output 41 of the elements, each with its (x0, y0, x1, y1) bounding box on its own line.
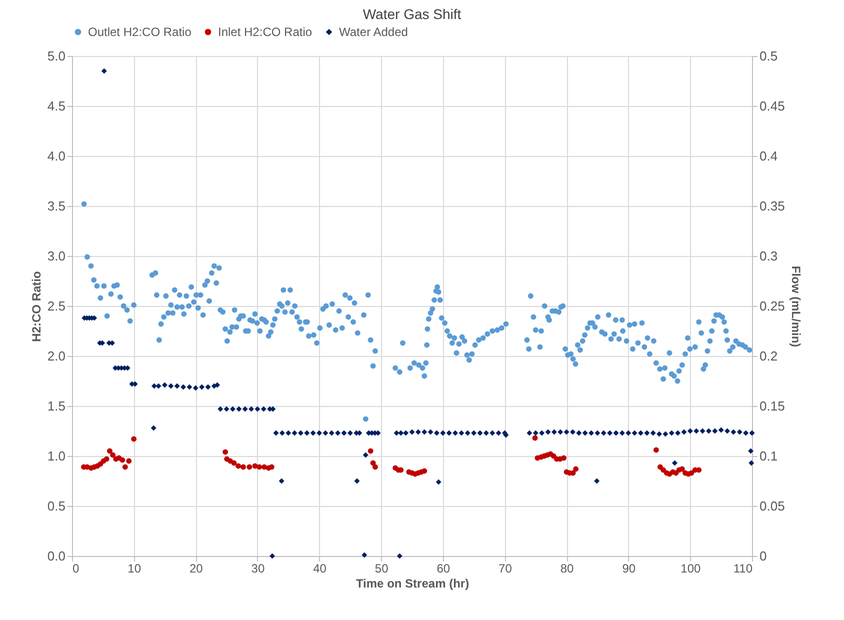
x-tick-label: 20 (189, 562, 204, 576)
x-tick-label: 60 (436, 562, 450, 576)
x-tick-label: 30 (251, 562, 265, 576)
y2-tick-label: 0.35 (760, 198, 785, 214)
x-tick-label: 100 (680, 562, 702, 576)
chart-title: Water Gas Shift (362, 6, 462, 22)
y2-tick-label: 0.2 (760, 348, 778, 364)
y-axis-title: H2:CO Ratio (29, 271, 44, 342)
y-tick-label: 5.0 (47, 48, 66, 64)
y2-tick-label: 0.4 (760, 148, 778, 164)
y2-tick-label: 0.25 (760, 298, 785, 314)
y-tick-label: 3.5 (47, 198, 66, 214)
y2-axis-title: Flow (mL/min) (788, 266, 803, 348)
y-tick-label: 0.0 (47, 548, 66, 564)
y2-tick-label: 0.5 (760, 48, 778, 64)
y-tick-label: 2.0 (47, 348, 66, 364)
y2-tick-label: 0 (760, 548, 767, 564)
x-tick-label: 110 (733, 562, 753, 576)
y-tick-label: 0.5 (47, 498, 66, 514)
y2-tick-label: 0.1 (760, 448, 778, 464)
y-tick-label: 4.0 (47, 148, 66, 164)
y-tick-label: 1.5 (47, 398, 66, 414)
x-tick-label: 70 (498, 562, 512, 576)
y2-tick-label: 0.05 (760, 498, 785, 514)
legend-label: Inlet H2:CO Ratio (218, 25, 312, 39)
y2-tick-label: 0.15 (760, 398, 785, 414)
legend-label: Water Added (339, 25, 408, 39)
x-tick-label: 90 (622, 562, 636, 576)
legend-label: Outlet H2:CO Ratio (88, 25, 192, 39)
x-tick-label: 0 (72, 562, 80, 576)
y-tick-label: 4.5 (47, 98, 66, 114)
x-tick-label: 80 (560, 562, 574, 576)
y2-tick-label: 0.3 (760, 248, 778, 264)
y2-tick-label: 0.45 (760, 98, 785, 114)
y-tick-label: 2.5 (47, 298, 66, 314)
x-tick-label: 40 (313, 562, 327, 576)
x-axis-title: Time on Stream (hr) (356, 576, 470, 590)
x-tick-label: 50 (374, 562, 389, 576)
x-tick-label: 10 (128, 562, 142, 576)
y-tick-label: 3.0 (47, 248, 66, 264)
y-tick-label: 1.0 (47, 448, 66, 464)
